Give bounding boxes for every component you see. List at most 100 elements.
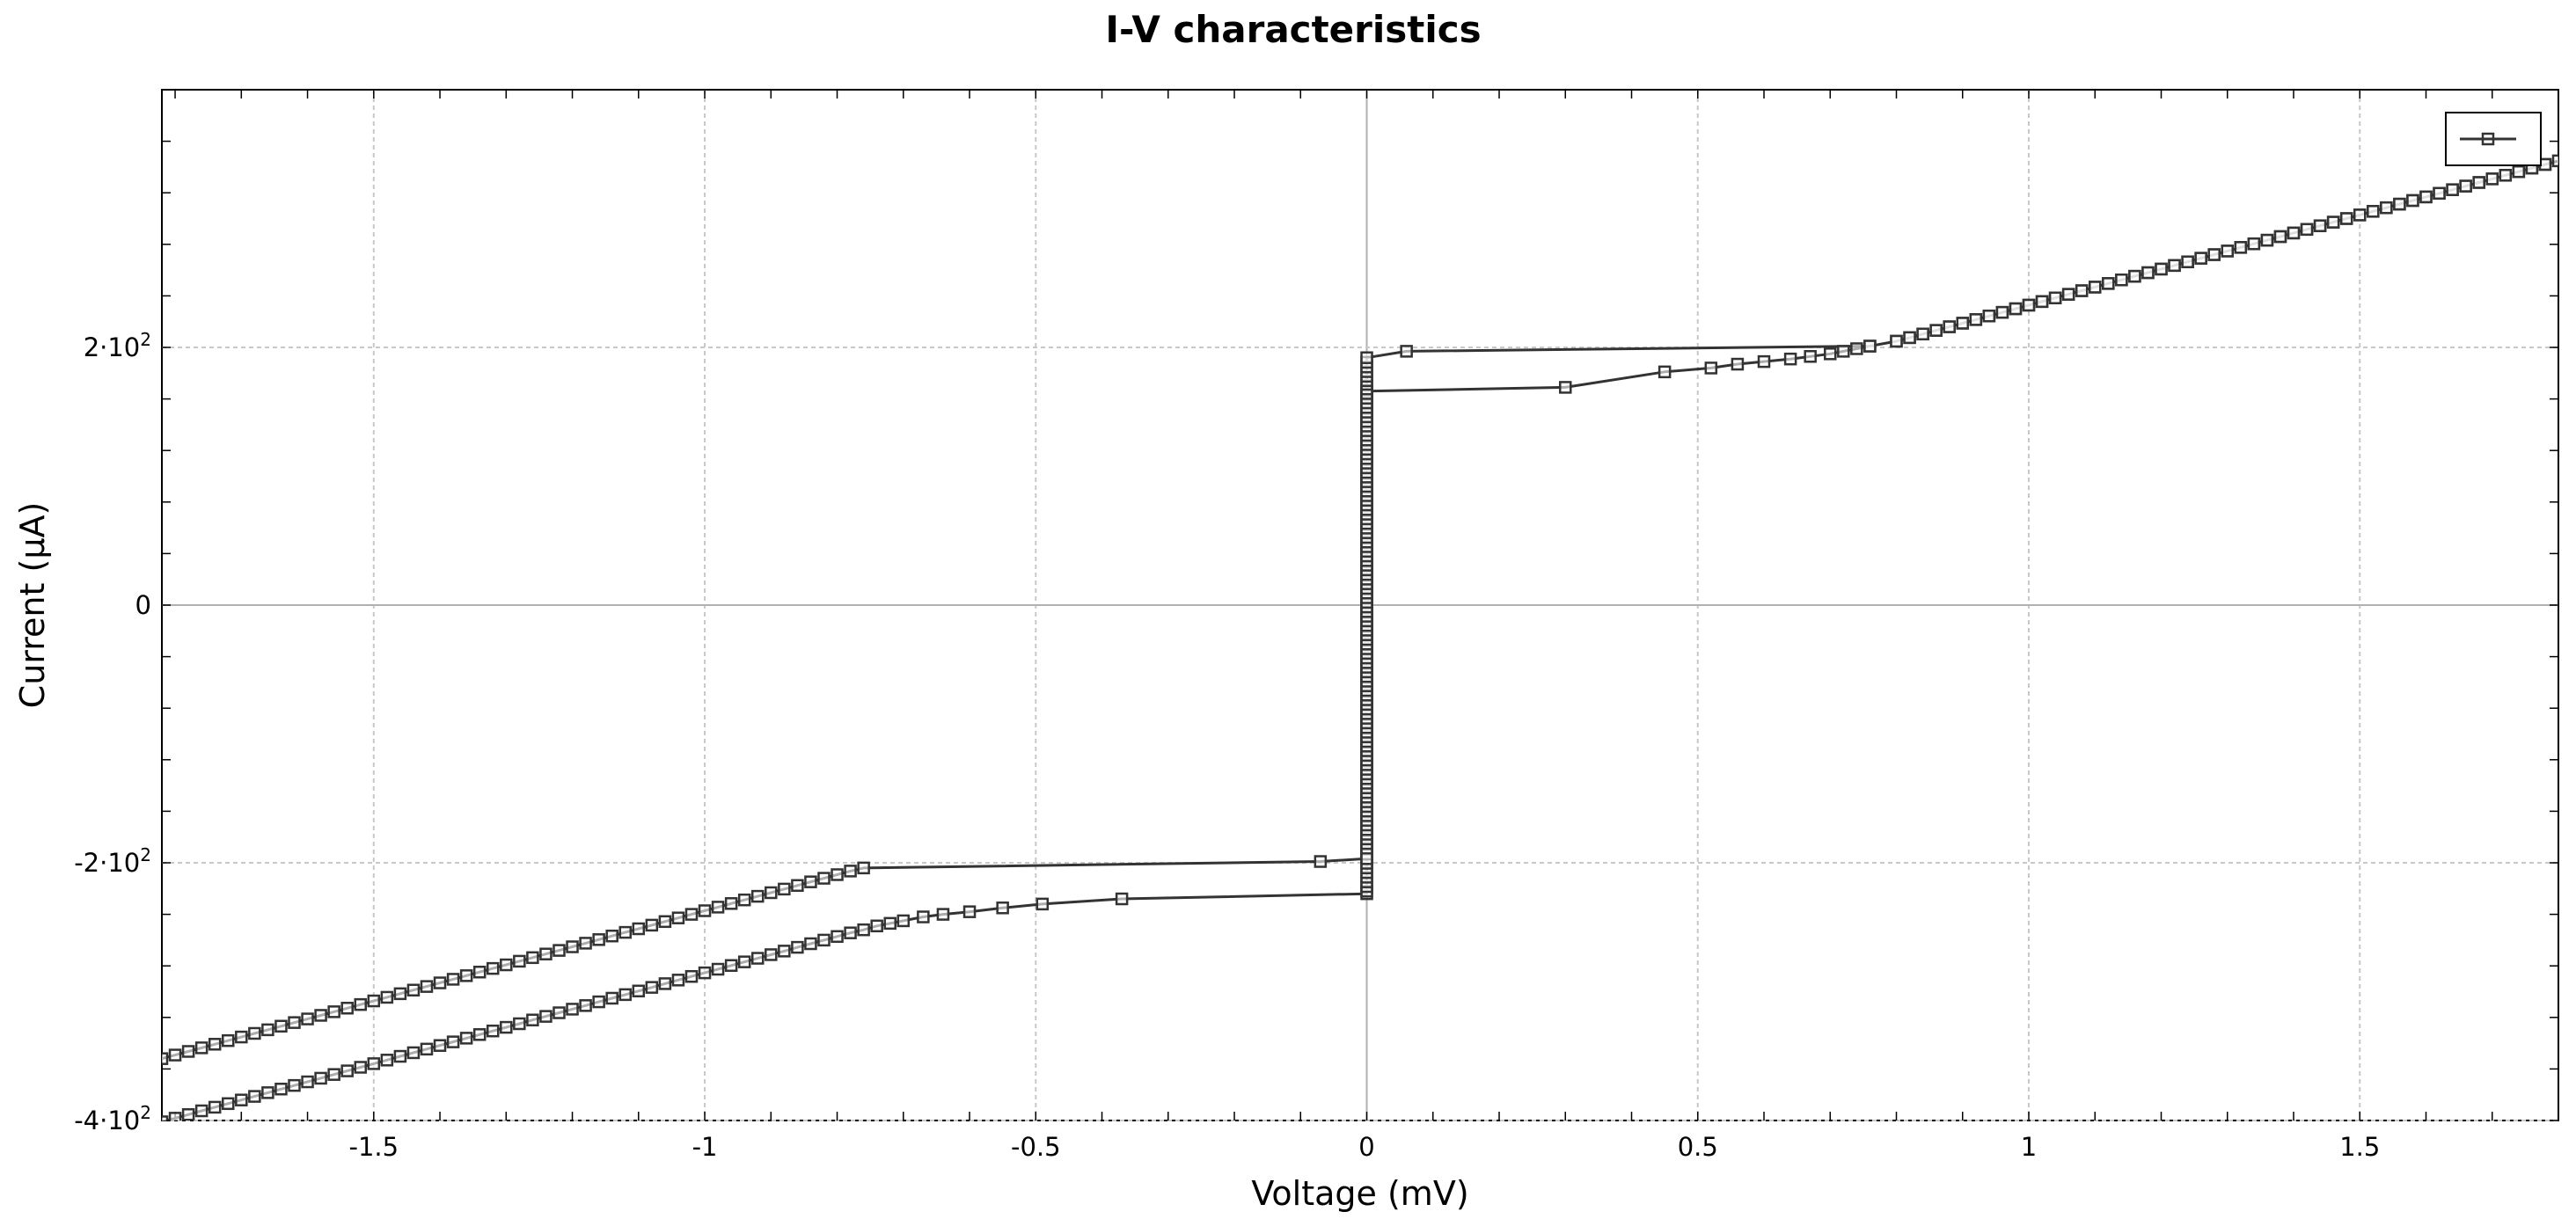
data-point-marker — [883, 916, 896, 931]
data-point-marker — [2499, 169, 2513, 182]
data-point-marker — [354, 1061, 367, 1074]
data-point-marker — [2022, 298, 2036, 312]
data-point-marker — [194, 1104, 209, 1118]
data-point-marker — [1314, 855, 1328, 868]
data-point-marker — [340, 1002, 354, 1015]
data-point-marker — [1036, 897, 1050, 911]
data-point-marker — [208, 1100, 222, 1114]
data-point-marker — [765, 886, 778, 900]
data-point-marker — [857, 861, 870, 875]
legend — [2445, 112, 2542, 166]
data-point-marker — [472, 965, 487, 979]
y-tick-label: 0 — [135, 590, 151, 620]
plot-area — [161, 89, 2559, 1121]
data-point-marker — [2194, 252, 2207, 265]
data-point-marker — [2300, 223, 2314, 237]
data-point-marker — [221, 1097, 235, 1111]
data-point-marker — [513, 954, 526, 968]
data-point-marker — [1890, 334, 1903, 348]
data-point-marker — [406, 983, 421, 996]
data-point-marker — [2141, 266, 2155, 280]
data-point-marker — [724, 959, 738, 973]
data-point-marker — [711, 962, 725, 976]
data-point-marker — [831, 868, 844, 881]
series-layer — [162, 154, 2558, 1120]
data-point-marker — [393, 1049, 407, 1063]
data-point-marker — [1969, 313, 1983, 326]
data-point-marker — [301, 1075, 314, 1089]
data-point-marker — [618, 988, 632, 1002]
data-point-marker — [2446, 183, 2459, 196]
x-tick-label: -1.5 — [348, 1132, 399, 1162]
data-point-marker — [844, 926, 857, 939]
data-point-marker — [698, 904, 712, 917]
x-tick-label: -1 — [692, 1132, 718, 1162]
data-point-marker — [2472, 176, 2485, 189]
data-point-marker — [2367, 205, 2380, 218]
data-point-marker — [658, 915, 672, 929]
data-point-marker — [711, 901, 725, 914]
data-point-marker — [327, 1005, 340, 1018]
data-point-marker — [917, 910, 930, 923]
legend-marker-sample — [2481, 132, 2495, 146]
data-point-marker — [2102, 277, 2115, 290]
data-point-marker — [367, 994, 381, 1008]
data-point-marker — [804, 875, 817, 888]
data-point-marker — [817, 933, 831, 947]
data-point-marker — [566, 1003, 579, 1016]
data-point-marker — [645, 918, 659, 932]
data-point-marker — [235, 1030, 248, 1044]
data-point-marker — [2181, 255, 2194, 268]
grid — [162, 90, 2558, 1121]
data-point-marker — [2287, 226, 2301, 240]
data-point-marker — [420, 1042, 434, 1056]
data-point-marker — [1916, 327, 1929, 341]
data-point-marker — [1837, 345, 1850, 358]
data-point-marker — [698, 966, 712, 980]
data-point-marker — [618, 925, 632, 939]
data-point-marker — [2406, 193, 2419, 208]
data-point-marker — [235, 1093, 248, 1106]
data-point-marker — [2273, 230, 2287, 244]
data-point-marker — [2326, 215, 2340, 229]
data-point-marker — [936, 908, 950, 921]
data-point-marker — [2207, 248, 2221, 261]
data-point-marker — [1400, 345, 1413, 358]
data-point-marker — [684, 908, 699, 921]
data-point-marker — [1757, 354, 1771, 369]
data-point-marker — [2313, 219, 2327, 232]
data-point-marker — [354, 997, 367, 1011]
data-point-marker — [288, 1078, 301, 1092]
data-point-marker — [778, 882, 791, 896]
data-point-marker — [1115, 892, 1129, 906]
data-point-marker — [1982, 310, 1996, 323]
data-point-marker — [162, 1052, 169, 1065]
data-point-marker — [870, 919, 883, 933]
data-point-marker — [2247, 237, 2261, 251]
x-tick-label: 0 — [1358, 1132, 1374, 1162]
data-point-marker — [2168, 259, 2181, 273]
data-point-marker — [301, 1012, 314, 1026]
data-point-marker — [486, 1024, 500, 1038]
data-point-marker — [2485, 172, 2499, 186]
data-point-marker — [2061, 288, 2075, 301]
data-point-marker — [579, 999, 592, 1012]
data-point-marker — [2380, 201, 2393, 215]
data-point-marker — [380, 990, 394, 1004]
x-tick-label: 1 — [2021, 1132, 2037, 1162]
data-point-marker — [168, 1112, 182, 1120]
data-point-marker — [1850, 342, 1863, 355]
data-point-marker — [500, 1020, 513, 1034]
data-point-marker — [472, 1028, 487, 1041]
data-point-marker — [791, 879, 804, 893]
x-tick-label: 0.5 — [1678, 1132, 1718, 1162]
data-point-marker — [1943, 320, 1956, 333]
data-point-marker — [996, 901, 1009, 915]
data-point-marker — [1731, 357, 1745, 371]
data-point-marker — [340, 1064, 354, 1077]
data-point-marker — [2260, 233, 2274, 247]
data-point-marker — [2393, 197, 2406, 211]
data-point-marker — [2115, 273, 2128, 287]
